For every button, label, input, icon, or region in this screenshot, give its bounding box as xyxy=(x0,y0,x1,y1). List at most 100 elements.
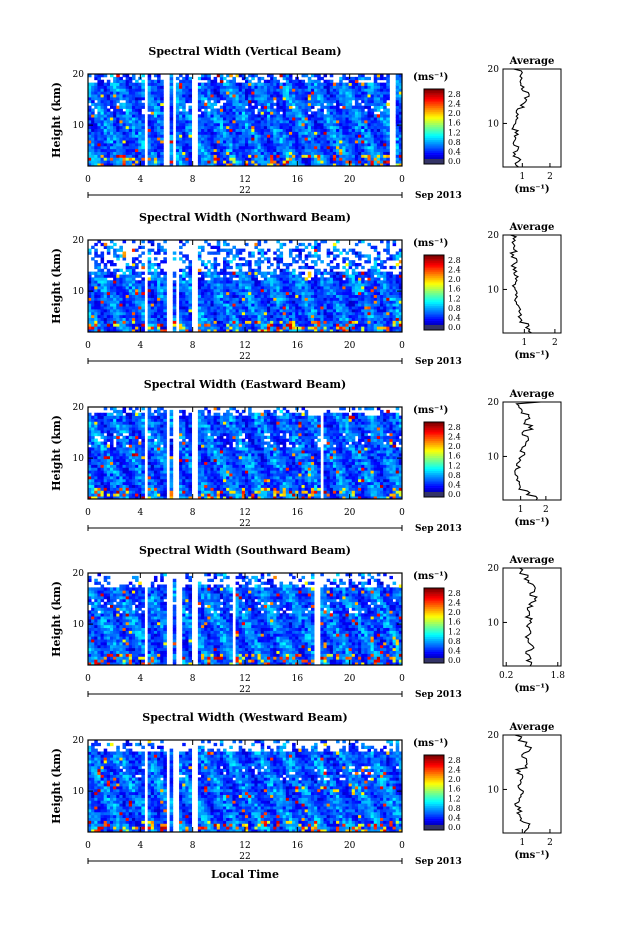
profile-title: Average xyxy=(509,56,555,67)
profile-frame xyxy=(502,734,562,834)
x-axis-label: Local Time xyxy=(211,868,279,881)
date-label: Sep 2013 xyxy=(415,191,462,201)
colorbar-tick-label: 0.0 xyxy=(448,823,461,832)
colorbar-tick-label: 2.4 xyxy=(448,100,461,109)
colorbar-frame xyxy=(423,421,445,498)
x-tick-label: 0 xyxy=(85,508,91,518)
x-tick-label: 4 xyxy=(137,341,143,351)
colorbar-tick-label: 1.2 xyxy=(448,294,461,303)
colorbar-tick-label: 0.0 xyxy=(448,323,461,332)
colorbar-tick-label: 2.0 xyxy=(448,442,461,451)
profile-x-axis-label: (ms⁻¹) xyxy=(514,517,549,528)
y-tick-label: 10 xyxy=(73,454,85,464)
profile-title: Average xyxy=(509,555,555,566)
panel-3: Spectral Width (Eastward Beam)2010Height… xyxy=(50,378,562,534)
colorbar-tick-label: 0.4 xyxy=(448,813,461,822)
profile-x-axis-label: (ms⁻¹) xyxy=(514,350,549,361)
y-tick-label: 10 xyxy=(73,121,85,131)
profile-x-tick-label: 1 xyxy=(522,338,528,348)
x-tick-label: 16 xyxy=(292,341,304,351)
colorbar-tick-label: 1.6 xyxy=(448,285,461,294)
profile-title: Average xyxy=(509,389,555,400)
colorbar-tick-label: 0.0 xyxy=(448,656,461,665)
heatmap-cells xyxy=(88,74,403,167)
y-tick-label: 10 xyxy=(73,287,85,297)
profile-x-axis-label: (ms⁻¹) xyxy=(514,850,549,861)
day-label: 22 xyxy=(239,685,250,695)
profile-y-tick-label: 20 xyxy=(488,231,500,241)
colorbar xyxy=(423,587,445,664)
colorbar-unit-label: (ms⁻¹) xyxy=(413,571,448,582)
colorbar-tick-label: 2.4 xyxy=(448,766,461,775)
x-tick-label: 8 xyxy=(190,674,196,684)
x-tick-label: 0 xyxy=(399,508,405,518)
x-tick-label: 12 xyxy=(239,674,250,684)
y-axis-label: Height (km) xyxy=(50,248,63,324)
colorbar-tick-label: 1.6 xyxy=(448,785,461,794)
colorbar-tick-label: 0.0 xyxy=(448,490,461,499)
x-tick-label: 20 xyxy=(344,341,356,351)
x-tick-label: 0 xyxy=(399,175,405,185)
y-tick-label: 20 xyxy=(73,70,85,80)
colorbar-tick-label: 1.6 xyxy=(448,618,461,627)
profile-y-tick-label: 10 xyxy=(488,618,500,628)
colorbar-tick-label: 2.8 xyxy=(448,589,461,598)
x-tick-label: 16 xyxy=(292,175,304,185)
colorbar-tick-label: 2.8 xyxy=(448,256,461,265)
heatmap-cells xyxy=(88,407,403,500)
date-label: Sep 2013 xyxy=(415,524,462,534)
profile-x-tick-label: 0.2 xyxy=(499,671,513,681)
profile-line xyxy=(514,401,541,501)
y-tick-label: 20 xyxy=(73,736,85,746)
y-tick-label: 20 xyxy=(73,236,85,246)
colorbar-tick-label: 0.4 xyxy=(448,646,461,655)
colorbar-tick-label: 1.2 xyxy=(448,461,461,470)
date-label: Sep 2013 xyxy=(415,357,462,367)
colorbar xyxy=(423,754,445,831)
profile-y-tick-label: 10 xyxy=(488,785,500,795)
x-tick-label: 0 xyxy=(85,341,91,351)
day-label: 22 xyxy=(239,186,250,196)
y-tick-label: 20 xyxy=(73,403,85,413)
y-axis-label: Height (km) xyxy=(50,748,63,824)
colorbar-min-box xyxy=(424,325,444,330)
profile-y-tick-label: 20 xyxy=(488,731,500,741)
profile-y-tick-label: 10 xyxy=(488,285,500,295)
x-tick-label: 0 xyxy=(399,341,405,351)
day-label: 22 xyxy=(239,852,250,862)
colorbar xyxy=(423,254,445,331)
panel-title: Spectral Width (Westward Beam) xyxy=(142,711,347,724)
colorbar-unit-label: (ms⁻¹) xyxy=(413,405,448,416)
x-tick-label: 4 xyxy=(137,175,143,185)
x-tick-label: 20 xyxy=(344,674,356,684)
colorbar-tick-label: 1.2 xyxy=(448,627,461,636)
profile-x-tick-label: 2 xyxy=(552,338,558,348)
x-tick-label: 4 xyxy=(137,841,143,851)
colorbar-tick-label: 0.8 xyxy=(448,304,461,313)
colorbar-min-box xyxy=(424,658,444,663)
colorbar-unit-label: (ms⁻¹) xyxy=(413,738,448,749)
heatmap-cells xyxy=(88,573,403,666)
colorbar-frame xyxy=(423,254,445,331)
x-tick-label: 0 xyxy=(399,841,405,851)
panel-4: Spectral Width (Southward Beam) 20 10 Heigh… xyxy=(50,544,565,700)
colorbar-tick-label: 2.8 xyxy=(448,90,461,99)
profile-y-tick-label: 10 xyxy=(488,452,500,462)
profile-line xyxy=(511,68,530,168)
colorbar-tick-label: 0.4 xyxy=(448,480,461,489)
date-label: Sep 2013 xyxy=(415,857,462,867)
profile-title: Average xyxy=(509,722,555,733)
day-label: 22 xyxy=(239,519,250,529)
profile-title: Average xyxy=(509,222,555,233)
profile-frame xyxy=(502,68,562,168)
panel-title: Spectral Width (Vertical Beam) xyxy=(148,45,341,58)
colorbar-tick-label: 2.0 xyxy=(448,109,461,118)
profile-frame xyxy=(502,567,562,667)
x-tick-label: 16 xyxy=(292,674,304,684)
x-tick-label: 12 xyxy=(239,508,250,518)
heatmap-cells xyxy=(88,240,403,333)
colorbar xyxy=(423,88,445,165)
x-tick-label: 16 xyxy=(292,841,304,851)
profile-x-tick-label: 1 xyxy=(519,838,525,848)
